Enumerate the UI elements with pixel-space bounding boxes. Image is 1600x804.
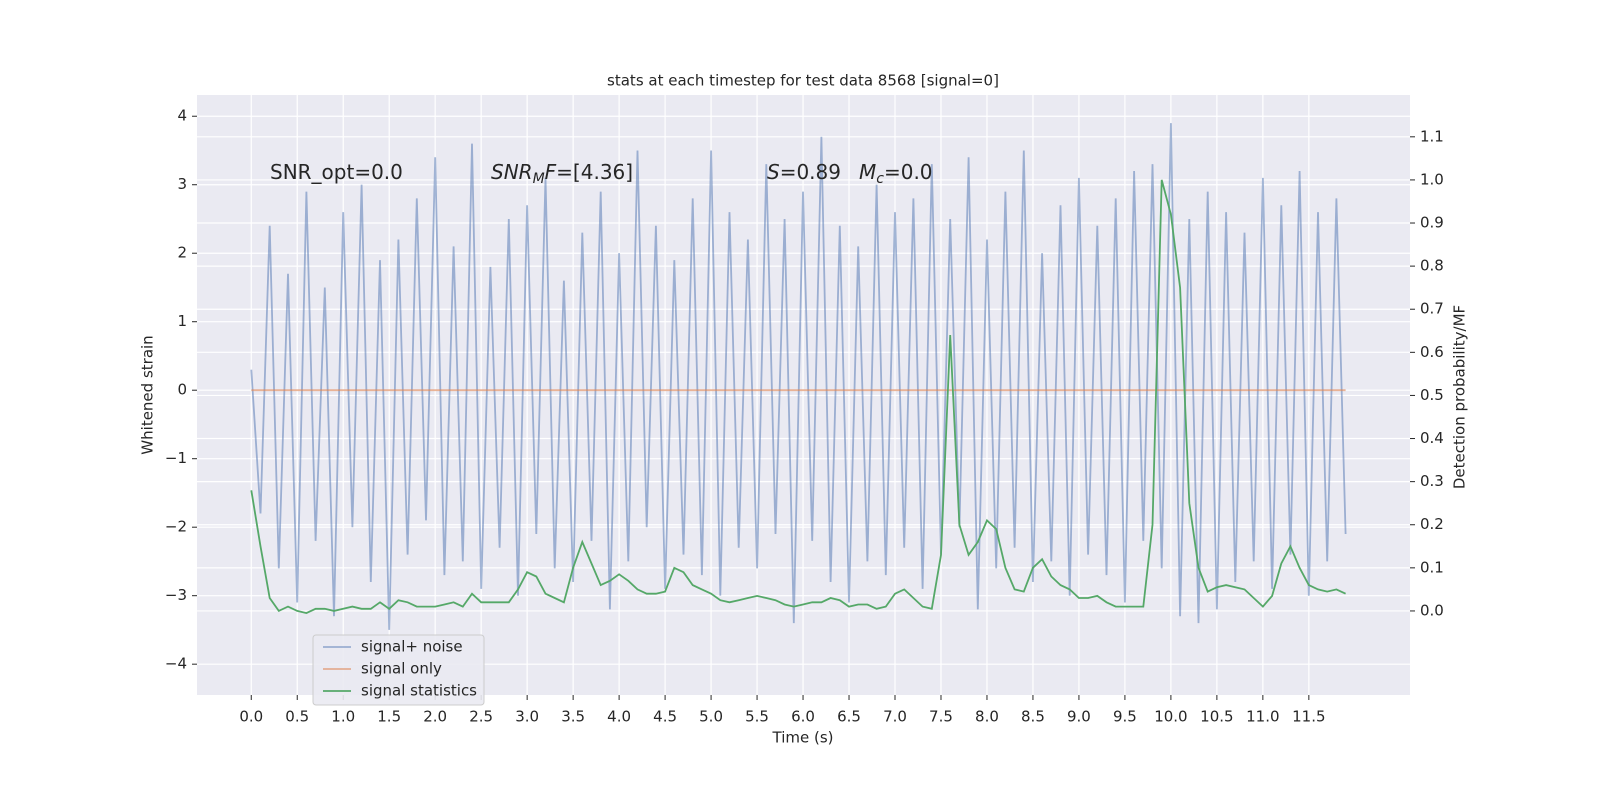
x-tick-label: 5.0 <box>699 708 723 726</box>
x-tick-label: 10.0 <box>1154 708 1187 726</box>
y-tick-label: −1 <box>165 449 187 467</box>
y2-tick-label: 0.8 <box>1420 257 1444 275</box>
x-tick-label: 9.0 <box>1067 708 1091 726</box>
y2-tick-label: 0.2 <box>1420 515 1444 533</box>
y2-tick-label: 0.9 <box>1420 214 1444 232</box>
x-tick-label: 2.5 <box>469 708 493 726</box>
annotation-part: SNR_opt=0.0 <box>270 160 403 184</box>
y-tick-label: 0 <box>177 381 187 399</box>
annotation-part: c <box>876 171 884 187</box>
series-line <box>250 123 1347 630</box>
y-tick-label: −4 <box>165 655 187 673</box>
x-tick-label: 6.0 <box>791 708 815 726</box>
y2-tick-label: 0.5 <box>1420 386 1444 404</box>
annotation: S=0.89 <box>767 160 841 184</box>
x-tick-label: 0.5 <box>285 708 309 726</box>
x-tick-label: 10.5 <box>1200 708 1233 726</box>
x-tick-label: 1.0 <box>331 708 355 726</box>
y-tick-label: −3 <box>165 586 187 604</box>
x-axis-label: Time (s) <box>772 729 834 747</box>
legend-box <box>312 634 485 706</box>
legend-label: signal only <box>361 660 442 678</box>
x-tick-label: 7.5 <box>929 708 953 726</box>
annotation-part: SNR <box>491 160 533 184</box>
x-tick-label: 9.5 <box>1113 708 1137 726</box>
annotation-part: =[4.36] <box>556 160 633 184</box>
y2-tick-label: 1.1 <box>1420 127 1444 145</box>
x-tick-label: 11.5 <box>1292 708 1325 726</box>
legend: signal+ noise signal only signal statistic… <box>312 634 485 706</box>
x-tick-label: 2.0 <box>423 708 447 726</box>
x-tick-label: 5.5 <box>745 708 769 726</box>
y-tick-label: 2 <box>177 244 187 262</box>
y-tick-label: 1 <box>177 312 187 330</box>
x-tick-label: 8.0 <box>975 708 999 726</box>
annotation: Mc=0.0 <box>859 160 933 188</box>
legend-label: signal+ noise <box>361 638 463 656</box>
x-tick-label: 7.0 <box>883 708 907 726</box>
annotation: SNR_opt=0.0 <box>270 160 403 184</box>
y-tick-label: 3 <box>177 175 187 193</box>
annotation-part: =0.89 <box>780 160 841 184</box>
annotation-part: F <box>545 160 557 184</box>
chart-title: stats at each timestep for test data 856… <box>607 72 999 90</box>
y2-tick-label: 1.0 <box>1420 170 1444 188</box>
x-tick-label: 8.5 <box>1021 708 1045 726</box>
annotation-part: M <box>533 171 545 187</box>
y-axis-label: Whitened strain <box>139 335 157 454</box>
x-tick-label: 3.0 <box>515 708 539 726</box>
x-tick-label: 0.0 <box>239 708 263 726</box>
y2-tick-label: 0.0 <box>1420 601 1444 619</box>
series-line <box>250 179 1346 615</box>
y-tick-label: −2 <box>165 518 187 536</box>
y2-tick-label: 0.4 <box>1420 429 1444 447</box>
x-tick-label: 11.0 <box>1246 708 1279 726</box>
y2-tick-label: 0.1 <box>1420 558 1444 576</box>
annotation: SNRMF=[4.36] <box>491 160 633 188</box>
y2-tick-label: 0.7 <box>1420 300 1444 318</box>
y2-tick-label: 0.3 <box>1420 472 1444 490</box>
plot <box>250 123 1347 630</box>
x-tick-label: 6.5 <box>837 708 861 726</box>
x-tick-label: 4.5 <box>653 708 677 726</box>
x-tick-label: 4.0 <box>607 708 631 726</box>
annotation-part: M <box>859 160 876 184</box>
annotation-part: =0.0 <box>884 160 933 184</box>
x-tick-label: 1.5 <box>377 708 401 726</box>
y2-axis-label: Detection probability/MF <box>1451 305 1469 489</box>
y2-tick-label: 0.6 <box>1420 343 1444 361</box>
y-tick-label: 4 <box>177 107 187 125</box>
legend-label: signal statistics <box>361 682 477 700</box>
x-tick-label: 3.5 <box>561 708 585 726</box>
annotation-part: S <box>767 160 780 184</box>
